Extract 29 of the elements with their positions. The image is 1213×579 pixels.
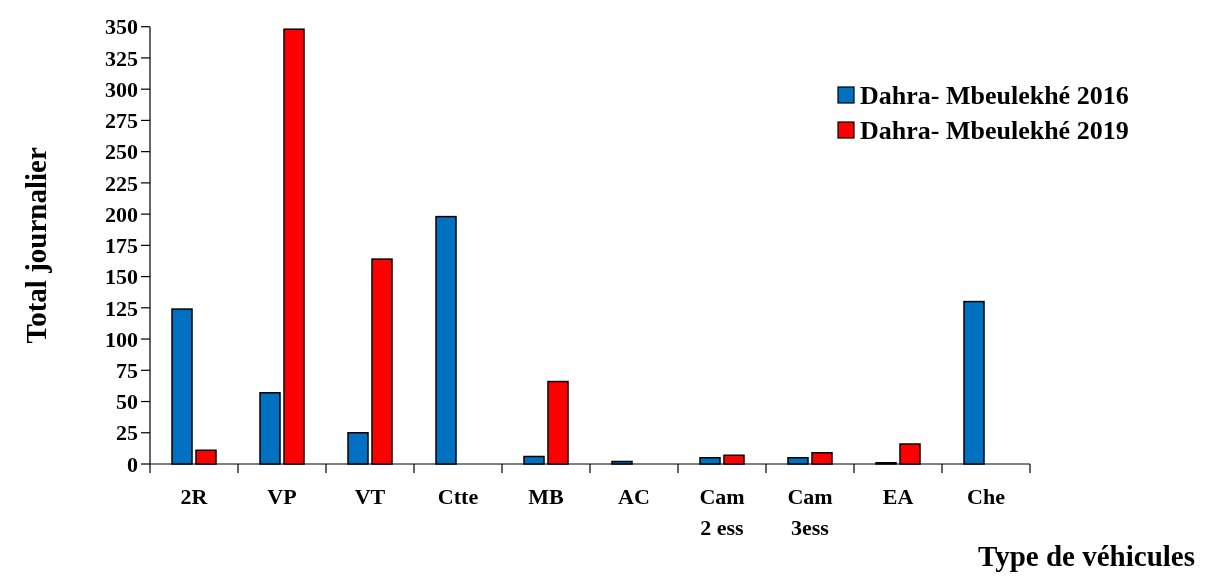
y-tick-label: 300	[105, 76, 138, 102]
y-tick-label: 25	[116, 420, 138, 446]
y-tick-label: 225	[105, 170, 138, 196]
y-tick-label: 250	[105, 139, 138, 165]
x-tick-label: Che	[967, 484, 1006, 509]
x-tick-label: MB	[528, 484, 565, 509]
x-tick-label: AC	[618, 484, 650, 509]
y-tick-label: 0	[127, 451, 138, 477]
legend-label: Dahra- Mbeulekhé 2019	[860, 116, 1129, 146]
x-tick-label: Ctte	[437, 484, 479, 509]
x-tick-label: Cam 3ess	[787, 484, 833, 540]
y-axis-title: Total journalier	[20, 147, 52, 344]
x-tick-label: EA	[882, 484, 914, 509]
x-axis-title: Type de véhicules	[978, 540, 1195, 572]
y-tick-label: 325	[105, 45, 138, 71]
x-tick-label: 2R	[180, 484, 209, 509]
y-tick-label: 50	[116, 389, 138, 415]
y-tick-label: 350	[105, 14, 138, 40]
y-tick-label: 150	[105, 264, 138, 290]
y-tick-label: 275	[105, 108, 138, 134]
y-tick-label: 125	[105, 295, 138, 321]
x-tick-label: Cam 2 ess	[699, 484, 745, 540]
y-tick-label: 75	[116, 357, 138, 383]
y-tick-label: 175	[105, 233, 138, 259]
y-tick-label: 100	[105, 326, 138, 352]
legend-label: Dahra- Mbeulekhé 2016	[860, 81, 1129, 111]
x-tick-label: VT	[354, 484, 386, 509]
y-tick-label: 200	[105, 201, 138, 227]
x-tick-label: VP	[267, 484, 297, 509]
